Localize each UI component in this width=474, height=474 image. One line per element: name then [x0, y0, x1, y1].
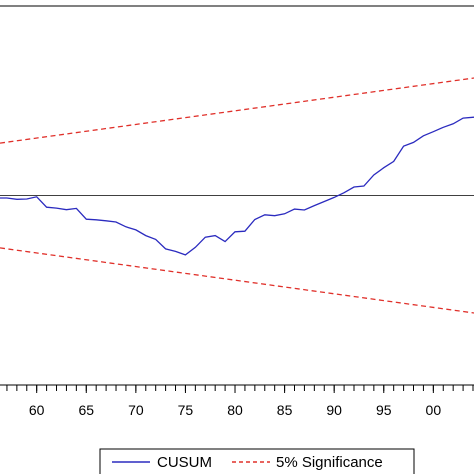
legend-label-significance: 5% Significance	[276, 454, 383, 471]
legend-label-cusum: CUSUM	[157, 454, 212, 471]
x-tick-label: 75	[178, 402, 194, 418]
x-tick-label: 95	[376, 402, 392, 418]
plot-area	[0, 5, 474, 386]
x-tick-label: 00	[426, 402, 442, 418]
x-axis: 60 65 70 75 80 85 90 95 00	[6, 385, 474, 418]
legend: CUSUM 5% Significance	[99, 448, 415, 474]
x-tick-label: 80	[227, 402, 243, 418]
x-tick-label: 65	[78, 402, 94, 418]
significance-upper-line	[0, 77, 474, 144]
x-tick-label: 85	[277, 402, 293, 418]
significance-lower-line	[0, 247, 474, 314]
x-tick-label: 90	[326, 402, 342, 418]
cusum-line	[0, 116, 474, 256]
x-tick-label: 60	[29, 402, 45, 418]
x-tick-label: 70	[128, 402, 144, 418]
